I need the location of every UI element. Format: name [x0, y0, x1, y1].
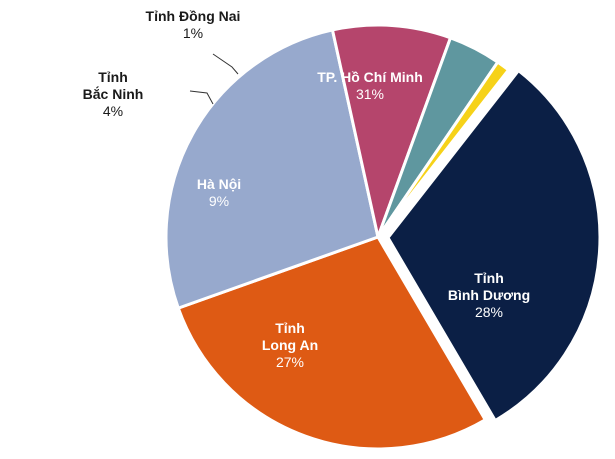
slice-name-5-line-1: Tỉnh — [98, 69, 128, 85]
slice-name-1-line-1: TP. Hồ Chí Minh — [317, 69, 423, 85]
pie-slice-3 — [164, 28, 380, 310]
slice-name-6-line-1: Tỉnh Đồng Nai — [146, 8, 241, 24]
leader-line-5 — [189, 90, 214, 105]
slice-value-6: 1% — [183, 25, 203, 41]
slice-value-1: 31% — [356, 86, 384, 102]
slice-name-2-line-1: Tỉnh — [474, 270, 504, 286]
slice-name-3-line-2: Long An — [262, 337, 318, 353]
slice-name-5-line-2: Bắc Ninh — [83, 85, 144, 102]
pie-slice-2 — [176, 235, 487, 451]
slice-name-3-line-1: Tỉnh — [275, 320, 305, 336]
pie-slice-1 — [386, 69, 602, 423]
slice-name-2-line-2: Bình Dương — [448, 287, 530, 303]
slice-value-4: 9% — [209, 193, 229, 209]
slice-value-2: 28% — [475, 304, 503, 320]
slice-value-5: 4% — [103, 103, 123, 119]
pie-slice-4 — [330, 23, 453, 239]
slice-value-3: 27% — [276, 354, 304, 370]
leader-line-6 — [212, 53, 239, 75]
pie-slice-6 — [376, 60, 511, 239]
slice-name-4-line-1: Hà Nội — [197, 176, 241, 192]
